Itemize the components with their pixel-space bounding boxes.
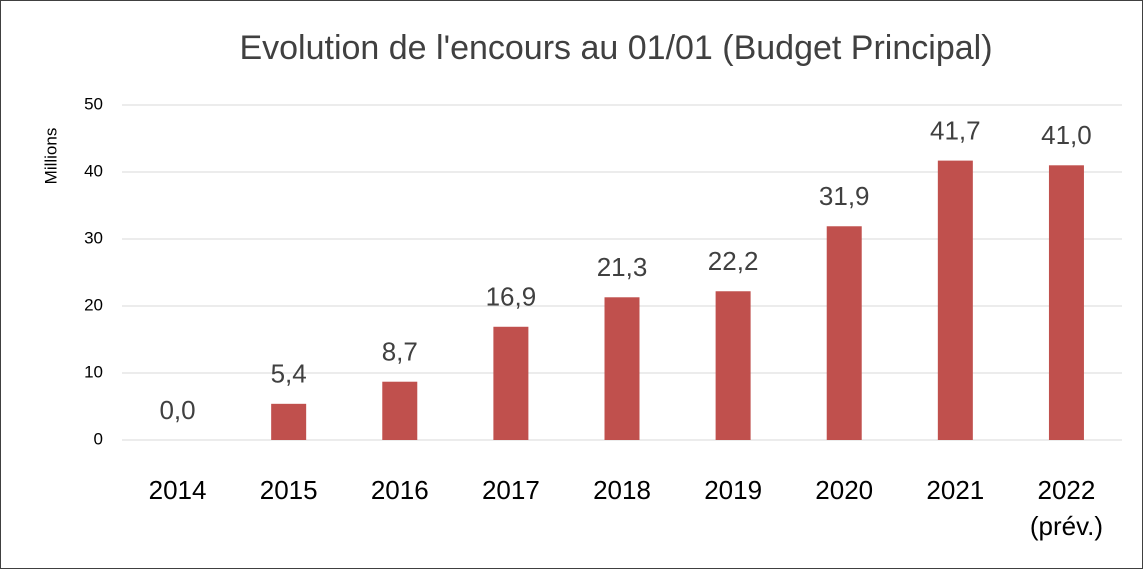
x-tick-label: 2020 — [815, 475, 873, 505]
bar — [382, 381, 418, 440]
y-tick-label: 20 — [84, 295, 103, 314]
y-axis-label: Millions — [41, 128, 60, 185]
value-label: 16,9 — [486, 282, 537, 312]
x-tick-label: 2018 — [593, 475, 651, 505]
value-label: 8,7 — [382, 337, 418, 367]
value-label: 22,2 — [708, 246, 759, 276]
x-tick-label: 2021 — [926, 475, 984, 505]
x-tick-label: 2014 — [149, 475, 207, 505]
x-tick-label: 2019 — [704, 475, 762, 505]
y-tick-label: 50 — [84, 94, 103, 113]
y-tick-label: 30 — [84, 228, 103, 247]
x-tick-label: 2016 — [371, 475, 429, 505]
chart-title: Evolution de l'encours au 01/01 (Budget … — [239, 29, 992, 67]
value-label: 21,3 — [597, 252, 648, 282]
value-label: 31,9 — [819, 181, 870, 211]
value-label: 5,4 — [271, 359, 307, 389]
bar — [604, 297, 640, 440]
x-tick-label: 2015 — [260, 475, 318, 505]
x-tick-label: 2017 — [482, 475, 540, 505]
bar — [715, 291, 751, 440]
x-tick-label: 2022 (prév.) — [1030, 475, 1103, 541]
bar — [1048, 165, 1084, 441]
y-tick-label: 0 — [94, 429, 103, 448]
value-label: 41,7 — [930, 115, 981, 145]
y-tick-label: 10 — [84, 362, 103, 381]
value-label: 0,0 — [159, 395, 195, 425]
bar — [271, 403, 307, 440]
bar — [493, 326, 529, 440]
bar — [826, 226, 862, 440]
value-label: 41,0 — [1041, 120, 1092, 150]
bar — [937, 160, 973, 441]
y-tick-label: 40 — [84, 161, 103, 180]
